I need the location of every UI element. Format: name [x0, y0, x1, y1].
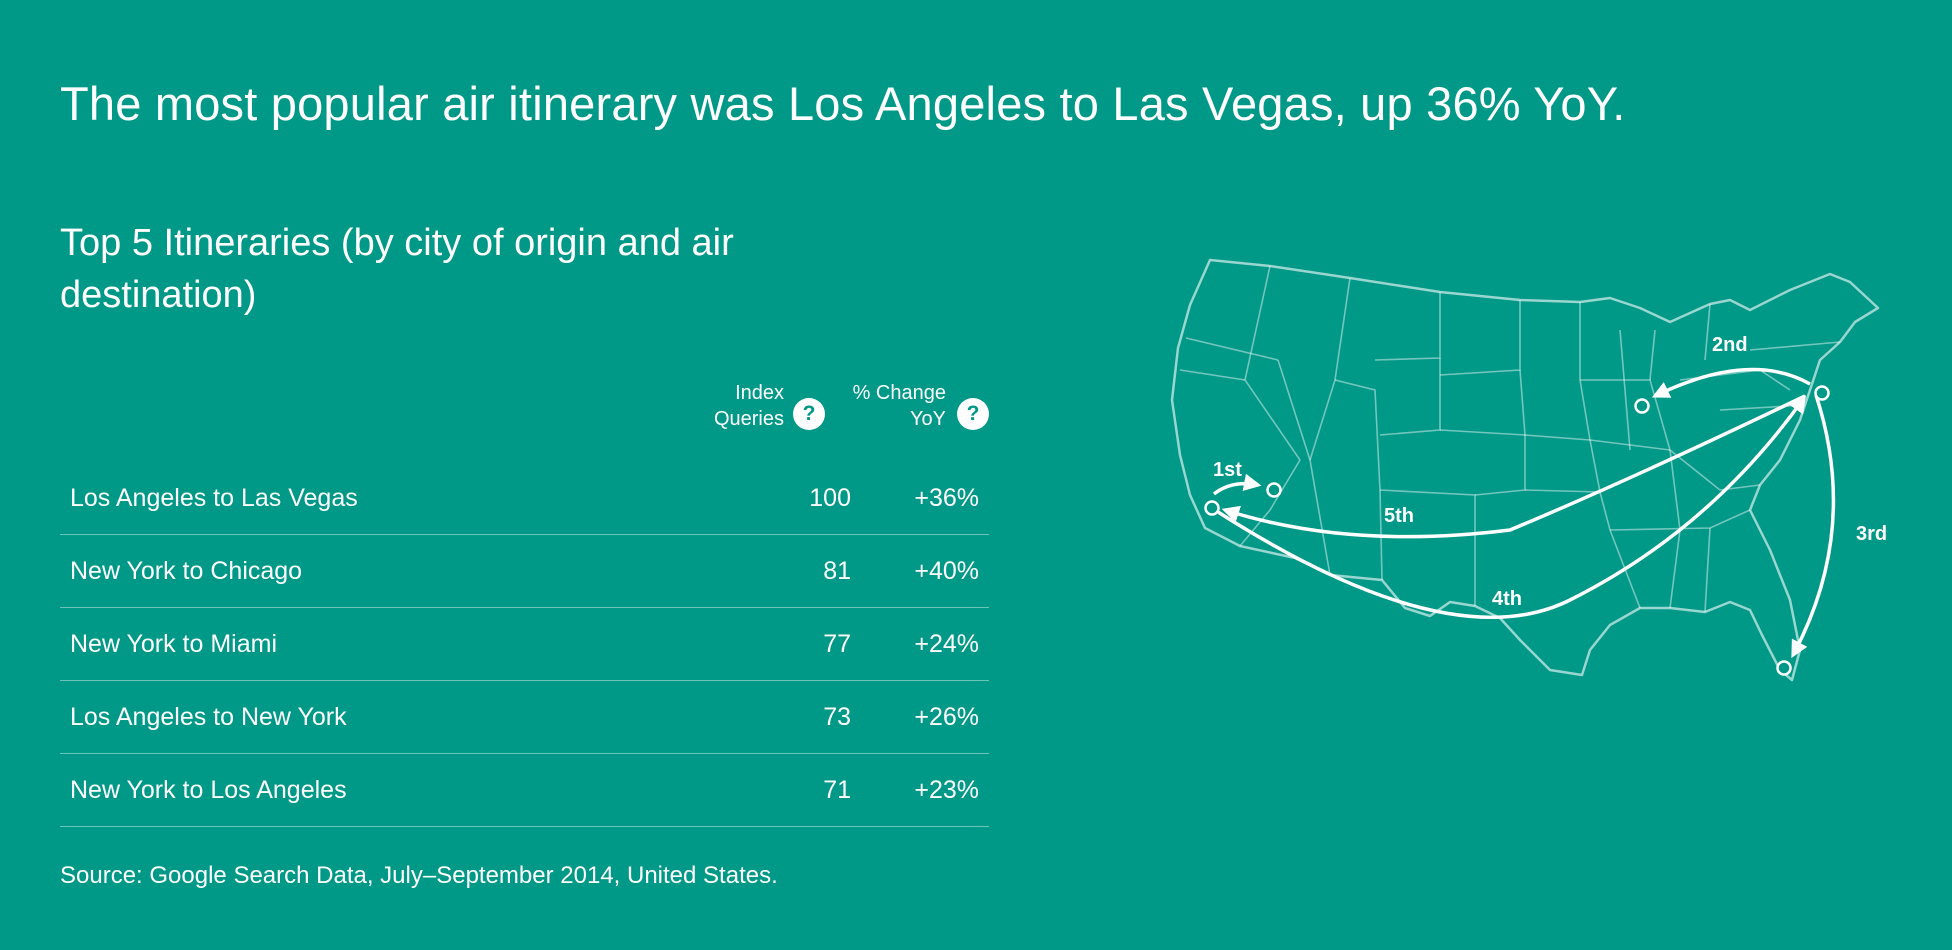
route-4th [1217, 395, 1807, 620]
index-value: 71 [823, 776, 851, 804]
header-line: % Change [852, 382, 946, 404]
header-line: Index [735, 382, 784, 404]
itinerary-table: Index Queries ? % Change YoY ? Los Angel… [60, 380, 989, 827]
help-icon-change-yoy[interactable]: ? [957, 398, 989, 430]
change-value: +26% [914, 703, 979, 731]
change-value: +40% [914, 557, 979, 585]
city-marker-chicago [1634, 398, 1650, 414]
route-5th [1221, 394, 1806, 539]
column-header-index-queries: Index Queries [714, 380, 784, 432]
city-marker-miami [1776, 660, 1792, 676]
route-label-3rd: 3rd [1856, 523, 1887, 545]
routes [1212, 367, 1836, 659]
headline: The most popular air itinerary was Los A… [60, 77, 1626, 130]
table-row: New York to Los Angeles 71 +23% [60, 754, 989, 827]
change-value: +36% [914, 484, 979, 512]
header-line: YoY [910, 408, 946, 430]
itinerary-name: New York to Los Angeles [70, 776, 347, 804]
help-icon-index-queries[interactable]: ? [793, 398, 825, 430]
index-value: 77 [823, 630, 851, 658]
city-marker-los-angeles [1204, 500, 1220, 516]
table-header: Index Queries ? % Change YoY ? [60, 380, 989, 462]
change-value: +23% [914, 776, 979, 804]
us-route-map: 1st 2nd 3rd 4th 5th [1170, 258, 1887, 682]
column-header-change-yoy: % Change YoY [853, 380, 946, 432]
route-label-1st: 1st [1213, 459, 1242, 481]
table-row: Los Angeles to New York 73 +26% [60, 681, 989, 754]
table-row: Los Angeles to Las Vegas 100 +36% [60, 462, 989, 535]
route-label-2nd: 2nd [1712, 334, 1748, 356]
city-markers [1204, 385, 1830, 676]
route-label-5th: 5th [1384, 505, 1414, 527]
source-note: Source: Google Search Data, July–Septemb… [60, 862, 778, 889]
route-1st [1212, 473, 1262, 496]
itinerary-name: Los Angeles to Las Vegas [70, 484, 358, 512]
route-label-4th: 4th [1492, 588, 1522, 610]
header-line: Queries [713, 408, 784, 430]
index-value: 73 [823, 703, 851, 731]
table-row: New York to Chicago 81 +40% [60, 535, 989, 608]
index-value: 100 [809, 484, 851, 512]
route-3rd [1791, 394, 1836, 659]
route-2nd [1651, 367, 1811, 398]
city-marker-las-vegas [1266, 482, 1282, 498]
itinerary-name: New York to Chicago [70, 557, 303, 585]
city-marker-new-york [1814, 385, 1830, 401]
index-value: 81 [823, 557, 851, 585]
itinerary-name: New York to Miami [70, 630, 278, 658]
table-row: New York to Miami 77 +24% [60, 608, 989, 681]
itinerary-name: Los Angeles to New York [70, 703, 347, 731]
table-title: Top 5 Itineraries (by city of origin and… [60, 222, 734, 316]
change-value: +24% [914, 630, 979, 658]
state-borders [1179, 265, 1841, 613]
